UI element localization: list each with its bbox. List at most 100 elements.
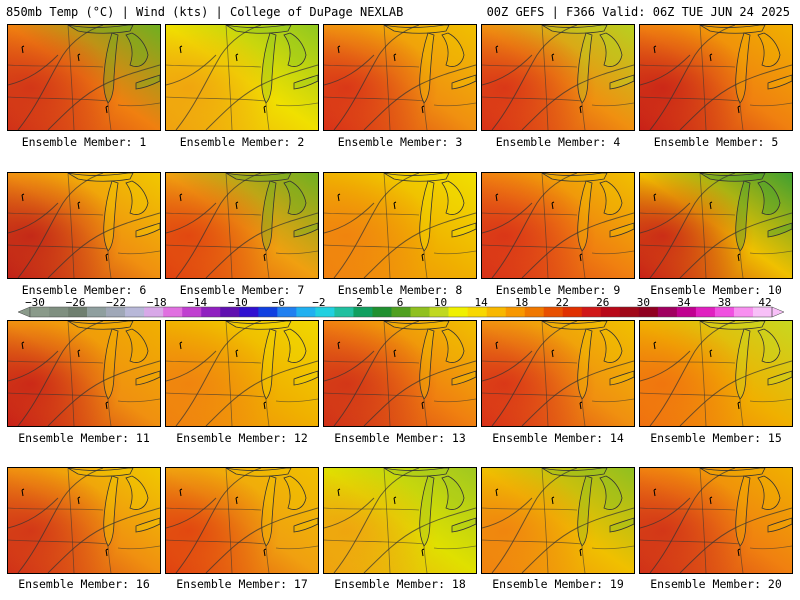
colorbar-tick-label: 6 bbox=[396, 296, 404, 309]
great-lakes-outline bbox=[293, 74, 318, 90]
great-lakes-outline bbox=[541, 468, 608, 477]
ensemble-member-7-map bbox=[165, 172, 319, 279]
great-lakes-outline bbox=[767, 517, 792, 533]
isotherm-contour bbox=[17, 25, 104, 130]
ensemble-member-15-map bbox=[639, 320, 793, 427]
isotherm-contour bbox=[482, 54, 533, 86]
ensemble-member-5-map bbox=[639, 24, 793, 131]
ensemble-member-label: Ensemble Member: 9 bbox=[495, 283, 621, 297]
great-lakes-outline bbox=[125, 32, 149, 67]
ensemble-member-4-map bbox=[481, 24, 635, 131]
isotherm-contour bbox=[333, 321, 420, 426]
colorbar-tick-label: 38 bbox=[717, 296, 732, 309]
great-lakes-outline bbox=[293, 370, 318, 386]
great-lakes-outline bbox=[261, 180, 277, 252]
wind-barb bbox=[105, 548, 109, 557]
wind-barb bbox=[579, 548, 583, 557]
great-lakes-outline bbox=[451, 370, 476, 386]
wind-barb bbox=[421, 253, 425, 262]
ensemble-member-14-map bbox=[481, 320, 635, 427]
ensemble-member-label: Ensemble Member: 8 bbox=[337, 283, 463, 297]
ensemble-member-label: Ensemble Member: 12 bbox=[176, 431, 308, 445]
wind-barb bbox=[179, 341, 183, 350]
isotherm-contour bbox=[205, 507, 318, 573]
great-lakes-outline bbox=[699, 468, 766, 477]
wind-barb bbox=[393, 496, 397, 505]
wind-barb bbox=[709, 201, 713, 210]
isotherm-contour bbox=[333, 173, 420, 278]
great-lakes-outline bbox=[441, 328, 465, 363]
great-lakes-outline bbox=[67, 173, 134, 182]
great-lakes-outline bbox=[383, 173, 450, 182]
great-lakes-outline bbox=[577, 328, 593, 400]
isotherm-contour bbox=[324, 350, 375, 382]
wind-barb bbox=[263, 253, 267, 262]
isotherm-contour bbox=[205, 360, 318, 426]
great-lakes-outline bbox=[577, 475, 593, 547]
isotherm-contour bbox=[491, 25, 578, 130]
great-lakes-outline bbox=[757, 180, 781, 215]
great-lakes-outline bbox=[283, 180, 307, 215]
isotherm-contour bbox=[521, 212, 634, 278]
great-lakes-outline bbox=[599, 475, 623, 510]
isotherm-contour bbox=[324, 54, 375, 86]
great-lakes-outline bbox=[441, 180, 465, 215]
isotherm-contour bbox=[175, 173, 262, 278]
ensemble-member-3-map bbox=[323, 24, 477, 131]
colorbar-tick-label: −18 bbox=[146, 296, 167, 309]
colorbar-tick-label: 14 bbox=[474, 296, 488, 309]
isotherm-contour bbox=[363, 507, 476, 573]
ensemble-member-label: Ensemble Member: 1 bbox=[21, 135, 147, 149]
great-lakes-outline bbox=[451, 222, 476, 238]
isotherm-contour bbox=[491, 173, 578, 278]
isotherm-contour bbox=[521, 64, 634, 130]
isotherm-contour bbox=[491, 321, 578, 426]
great-lakes-outline bbox=[383, 321, 450, 330]
ensemble-member-16-map bbox=[7, 467, 161, 574]
great-lakes-outline bbox=[757, 328, 781, 363]
colorbar-segment bbox=[353, 307, 373, 317]
great-lakes-outline bbox=[767, 74, 792, 90]
great-lakes-outline bbox=[383, 468, 450, 477]
colorbar-segment bbox=[714, 307, 735, 317]
isotherm-contour bbox=[8, 497, 59, 529]
isotherm-contour bbox=[324, 497, 375, 529]
great-lakes-outline bbox=[103, 475, 119, 547]
great-lakes-outline bbox=[735, 180, 751, 252]
isotherm-contour bbox=[17, 321, 104, 426]
great-lakes-outline bbox=[67, 468, 134, 477]
wind-barb bbox=[235, 349, 239, 358]
wind-barb bbox=[179, 488, 183, 497]
wind-barb bbox=[579, 401, 583, 410]
great-lakes-outline bbox=[767, 370, 792, 386]
ensemble-member-label: Ensemble Member: 11 bbox=[18, 431, 150, 445]
great-lakes-outline bbox=[125, 180, 149, 215]
wind-barb bbox=[77, 201, 81, 210]
colorbar-segment bbox=[30, 307, 50, 317]
isotherm-contour bbox=[640, 497, 691, 529]
wind-barb bbox=[495, 193, 499, 202]
isotherm-contour bbox=[482, 497, 533, 529]
great-lakes-outline bbox=[283, 475, 307, 510]
wind-barb bbox=[105, 105, 109, 114]
great-lakes-outline bbox=[225, 173, 292, 182]
wind-barb bbox=[263, 548, 267, 557]
wind-barb bbox=[337, 341, 341, 350]
great-lakes-outline bbox=[757, 32, 781, 67]
isotherm-contour bbox=[649, 468, 736, 573]
isotherm-contour bbox=[8, 54, 59, 86]
wind-barb bbox=[579, 105, 583, 114]
ensemble-member-label: Ensemble Member: 19 bbox=[492, 577, 624, 591]
wind-barb bbox=[495, 341, 499, 350]
isotherm-contour bbox=[175, 25, 262, 130]
colorbar-segment bbox=[676, 307, 697, 317]
colorbar-segment bbox=[106, 307, 126, 317]
isotherm-contour bbox=[363, 64, 476, 130]
wind-barb bbox=[393, 53, 397, 62]
isotherm-contour bbox=[205, 212, 318, 278]
isotherm-contour bbox=[166, 350, 217, 382]
colorbar-segment bbox=[619, 307, 640, 317]
wind-barb bbox=[653, 341, 657, 350]
great-lakes-outline bbox=[225, 468, 292, 477]
ensemble-member-label: Ensemble Member: 6 bbox=[21, 283, 147, 297]
